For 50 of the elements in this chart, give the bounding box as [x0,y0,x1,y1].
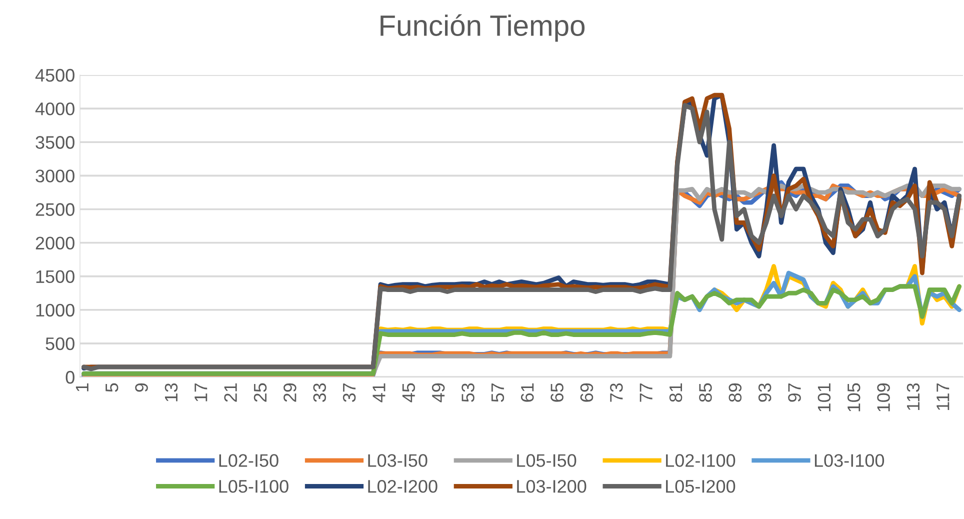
x-tick-label: 37 [342,383,356,402]
legend-label: L03-I100 [814,454,884,467]
x-tick-label: 97 [788,383,801,402]
x-tick-label: 41 [372,383,386,402]
x-tick-label: 105 [847,383,860,412]
x-tick-label: 49 [432,383,445,402]
x-tick-label: 113 [906,383,920,410]
legend-label: L02-I50 [219,454,278,467]
x-tick-label: 5 [106,383,118,392]
x-tick-label: 57 [491,383,504,402]
x-tick-label: 89 [728,383,742,402]
x-tick-label: 29 [284,383,296,402]
x-tick-label: 117 [936,383,950,410]
x-tick-label: 13 [164,383,178,402]
x-tick-label: 53 [462,383,474,402]
y-tick-label: 500 [46,337,74,350]
legend-label: L05-I100 [219,480,288,493]
y-tick-label: 0 [66,370,74,384]
legend-label: L03-I200 [517,480,586,493]
x-tick-label: 69 [580,383,594,402]
x-tick-label: 33 [313,383,326,402]
x-tick-label: 45 [402,383,416,402]
x-tick-label: 17 [194,383,208,402]
x-tick-label: 1 [76,383,88,392]
legend-label: L02-I100 [666,454,736,467]
y-tick-label: 1500 [36,270,74,284]
y-tick-label: 2000 [36,236,74,250]
chart-title: Función Tiempo [380,14,585,42]
x-tick-label: 109 [877,383,890,412]
x-tick-label: 73 [610,383,623,402]
legend-label: L05-I50 [517,454,576,467]
x-tick-label: 21 [224,383,237,402]
y-tick-label: 3000 [36,170,74,182]
legend-label: L05-I200 [666,480,736,493]
x-tick-label: 25 [254,383,267,402]
x-tick-label: 77 [640,383,652,402]
y-tick-label: 4000 [35,102,74,116]
y-tick-label: 2500 [36,203,74,216]
x-tick-label: 85 [699,383,712,402]
x-tick-label: 81 [669,383,682,402]
legend-label: L03-I50 [368,454,428,467]
x-tick-label: 93 [758,383,772,402]
x-tick-label: 65 [550,383,564,402]
x-tick-label: 61 [520,383,534,402]
y-tick-label: 1000 [36,304,74,317]
y-tick-label: 3500 [36,136,74,149]
x-tick-label: 9 [135,383,148,392]
x-tick-label: 101 [818,383,831,412]
y-tick-label: 4500 [35,68,74,82]
legend-label: L02-I200 [368,480,438,493]
